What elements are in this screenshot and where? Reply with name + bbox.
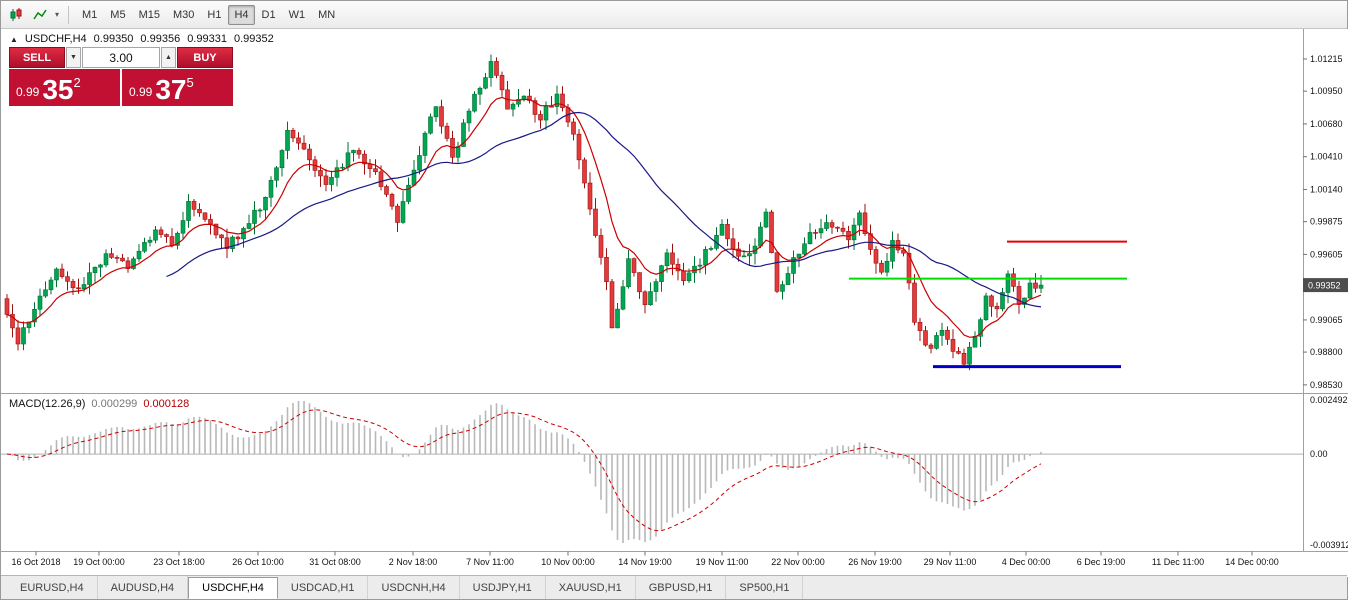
open-value: 0.99350 [93, 33, 134, 45]
timeframe-m1[interactable]: M1 [76, 5, 103, 25]
indicators-button[interactable] [29, 4, 51, 26]
svg-text:0.99352: 0.99352 [1308, 281, 1341, 291]
ma-fast-line[interactable] [6, 96, 1042, 338]
one-click-trading-panel: SELL ▼ ▲ BUY 0.99 35 2 0.99 37 5 [9, 47, 233, 106]
current-price-badge: 0.99352 [1303, 278, 1348, 293]
svg-text:6 Dec 19:00: 6 Dec 19:00 [1077, 557, 1126, 567]
svg-text:0.99875: 0.99875 [1310, 217, 1343, 227]
svg-text:1.00950: 1.00950 [1310, 86, 1343, 96]
macd-histogram [11, 401, 1042, 543]
chart-tab-usdjpy[interactable]: USDJPY,H1 [460, 576, 546, 599]
timeframe-w1[interactable]: W1 [283, 5, 312, 25]
svg-text:16 Oct 2018: 16 Oct 2018 [11, 557, 60, 567]
macd-main-value: 0.000299 [91, 398, 138, 410]
svg-text:14 Dec 00:00: 14 Dec 00:00 [1225, 557, 1279, 567]
svg-text:19 Nov 11:00: 19 Nov 11:00 [696, 557, 749, 567]
macd-indicator-label: MACD(12.26,9) 0.000299 0.000128 [9, 398, 189, 410]
timeframe-m30[interactable]: M30 [167, 5, 200, 25]
bid-price-button[interactable]: 0.99 35 2 [9, 69, 120, 106]
toolbar-separator [68, 5, 70, 24]
svg-text:1.00680: 1.00680 [1310, 119, 1343, 129]
svg-text:-0.003912: -0.003912 [1310, 540, 1348, 550]
symbol-label: USDCHF,H4 [24, 33, 87, 45]
timeframe-buttons: M1 M5 M15 M30 H1 H4 D1 W1 MN [76, 4, 341, 25]
timeframe-h1[interactable]: H1 [201, 5, 227, 25]
volume-increase-button[interactable]: ▲ [161, 47, 176, 68]
svg-text:14 Nov 19:00: 14 Nov 19:00 [618, 557, 672, 567]
svg-text:11 Dec 11:00: 11 Dec 11:00 [1152, 557, 1204, 567]
svg-text:4 Dec 00:00: 4 Dec 00:00 [1002, 557, 1051, 567]
svg-text:1.01215: 1.01215 [1310, 54, 1343, 64]
chart-window: 1.01215 1.00950 1.00680 1.00410 1.00140 0.998… [1, 29, 1348, 577]
bid-price-small: 0.99 [16, 85, 40, 99]
time-axis[interactable]: 16 Oct 2018 19 Oct 00:00 23 Oct 18:00 26 Oc… [11, 551, 1279, 568]
svg-text:0.98530: 0.98530 [1310, 380, 1343, 390]
svg-text:7 Nov 11:00: 7 Nov 11:00 [466, 557, 514, 567]
volume-decrease-button[interactable]: ▼ [66, 47, 81, 68]
timeframe-mn[interactable]: MN [312, 5, 341, 25]
close-value: 0.99352 [233, 33, 274, 45]
svg-text:0.98800: 0.98800 [1310, 347, 1343, 357]
high-value: 0.99356 [140, 33, 181, 45]
chart-tab-eurusd[interactable]: EURUSD,H4 [7, 576, 98, 599]
svg-text:26 Oct 10:00: 26 Oct 10:00 [232, 557, 284, 567]
svg-text:31 Oct 08:00: 31 Oct 08:00 [309, 557, 361, 567]
macd-name: MACD(12.26,9) [9, 398, 86, 410]
one-click-toggle[interactable]: ▲ [10, 34, 18, 44]
svg-text:23 Oct 18:00: 23 Oct 18:00 [153, 557, 205, 567]
symbol-info: ▲ USDCHF,H4 0.99350 0.99356 0.99331 0.99… [10, 33, 274, 45]
price-chart-canvas[interactable]: 1.01215 1.00950 1.00680 1.00410 1.00140 0.998… [1, 29, 1348, 577]
bid-price-big: 35 [42, 74, 74, 105]
macd-axis[interactable]: 0.002492 0.00 -0.003912 [1310, 395, 1348, 550]
svg-text:2 Nov 18:00: 2 Nov 18:00 [389, 557, 438, 567]
chart-tabs-bar: EURUSD,H4 AUDUSD,H4 USDCHF,H4 USDCAD,H1 USDC… [1, 575, 1347, 599]
svg-text:26 Nov 19:00: 26 Nov 19:00 [848, 557, 902, 567]
sell-button[interactable]: SELL [9, 47, 65, 68]
indicators-icon [33, 9, 47, 19]
low-value: 0.99331 [187, 33, 227, 45]
svg-text:0.002492: 0.002492 [1310, 395, 1348, 405]
macd-signal-value: 0.000128 [143, 398, 190, 410]
svg-text:29 Nov 11:00: 29 Nov 11:00 [924, 557, 977, 567]
timeframe-d1[interactable]: D1 [256, 5, 282, 25]
svg-text:19 Oct 00:00: 19 Oct 00:00 [73, 557, 125, 567]
timeframe-h4[interactable]: H4 [228, 4, 255, 25]
volume-input[interactable] [82, 47, 160, 68]
chart-tab-audusd[interactable]: AUDUSD,H4 [98, 576, 189, 599]
chart-type-icon [10, 7, 22, 21]
buy-button[interactable]: BUY [177, 47, 233, 68]
svg-text:10 Nov 00:00: 10 Nov 00:00 [541, 557, 595, 567]
timeframe-m15[interactable]: M15 [133, 5, 166, 25]
toolbar: ▾ M1 M5 M15 M30 H1 H4 D1 W1 MN [1, 1, 1347, 29]
svg-text:1.00410: 1.00410 [1310, 152, 1343, 162]
ma-slow-line[interactable] [166, 111, 1042, 308]
ask-price-sup: 5 [186, 75, 194, 90]
ask-price-small: 0.99 [129, 85, 153, 99]
chart-type-button[interactable] [5, 4, 27, 26]
svg-text:0.99065: 0.99065 [1310, 315, 1343, 325]
price-axis[interactable]: 1.01215 1.00950 1.00680 1.00410 1.00140 0.998… [1303, 54, 1343, 390]
chevron-down-icon[interactable]: ▾ [55, 10, 60, 19]
ask-price-big: 37 [155, 74, 187, 105]
chart-tab-sp500[interactable]: SP500,H1 [726, 576, 804, 599]
macd-signal-line [6, 409, 1042, 532]
chart-tab-xauusd[interactable]: XAUUSD,H1 [546, 576, 636, 599]
svg-text:0.99605: 0.99605 [1310, 249, 1343, 259]
svg-text:22 Nov 00:00: 22 Nov 00:00 [771, 557, 825, 567]
ask-price-button[interactable]: 0.99 37 5 [122, 69, 233, 106]
chart-tab-usdcad[interactable]: USDCAD,H1 [278, 576, 369, 599]
svg-text:0.00: 0.00 [1310, 449, 1328, 459]
svg-text:1.00140: 1.00140 [1310, 184, 1343, 194]
chart-tab-usdcnh[interactable]: USDCNH,H4 [368, 576, 460, 599]
bid-price-sup: 2 [73, 75, 81, 90]
chart-tab-usdchf[interactable]: USDCHF,H4 [188, 577, 278, 599]
candles-layer[interactable] [4, 54, 1044, 371]
chart-tab-gbpusd[interactable]: GBPUSD,H1 [636, 576, 727, 599]
timeframe-m5[interactable]: M5 [104, 5, 131, 25]
chart-frame [1, 29, 1348, 552]
